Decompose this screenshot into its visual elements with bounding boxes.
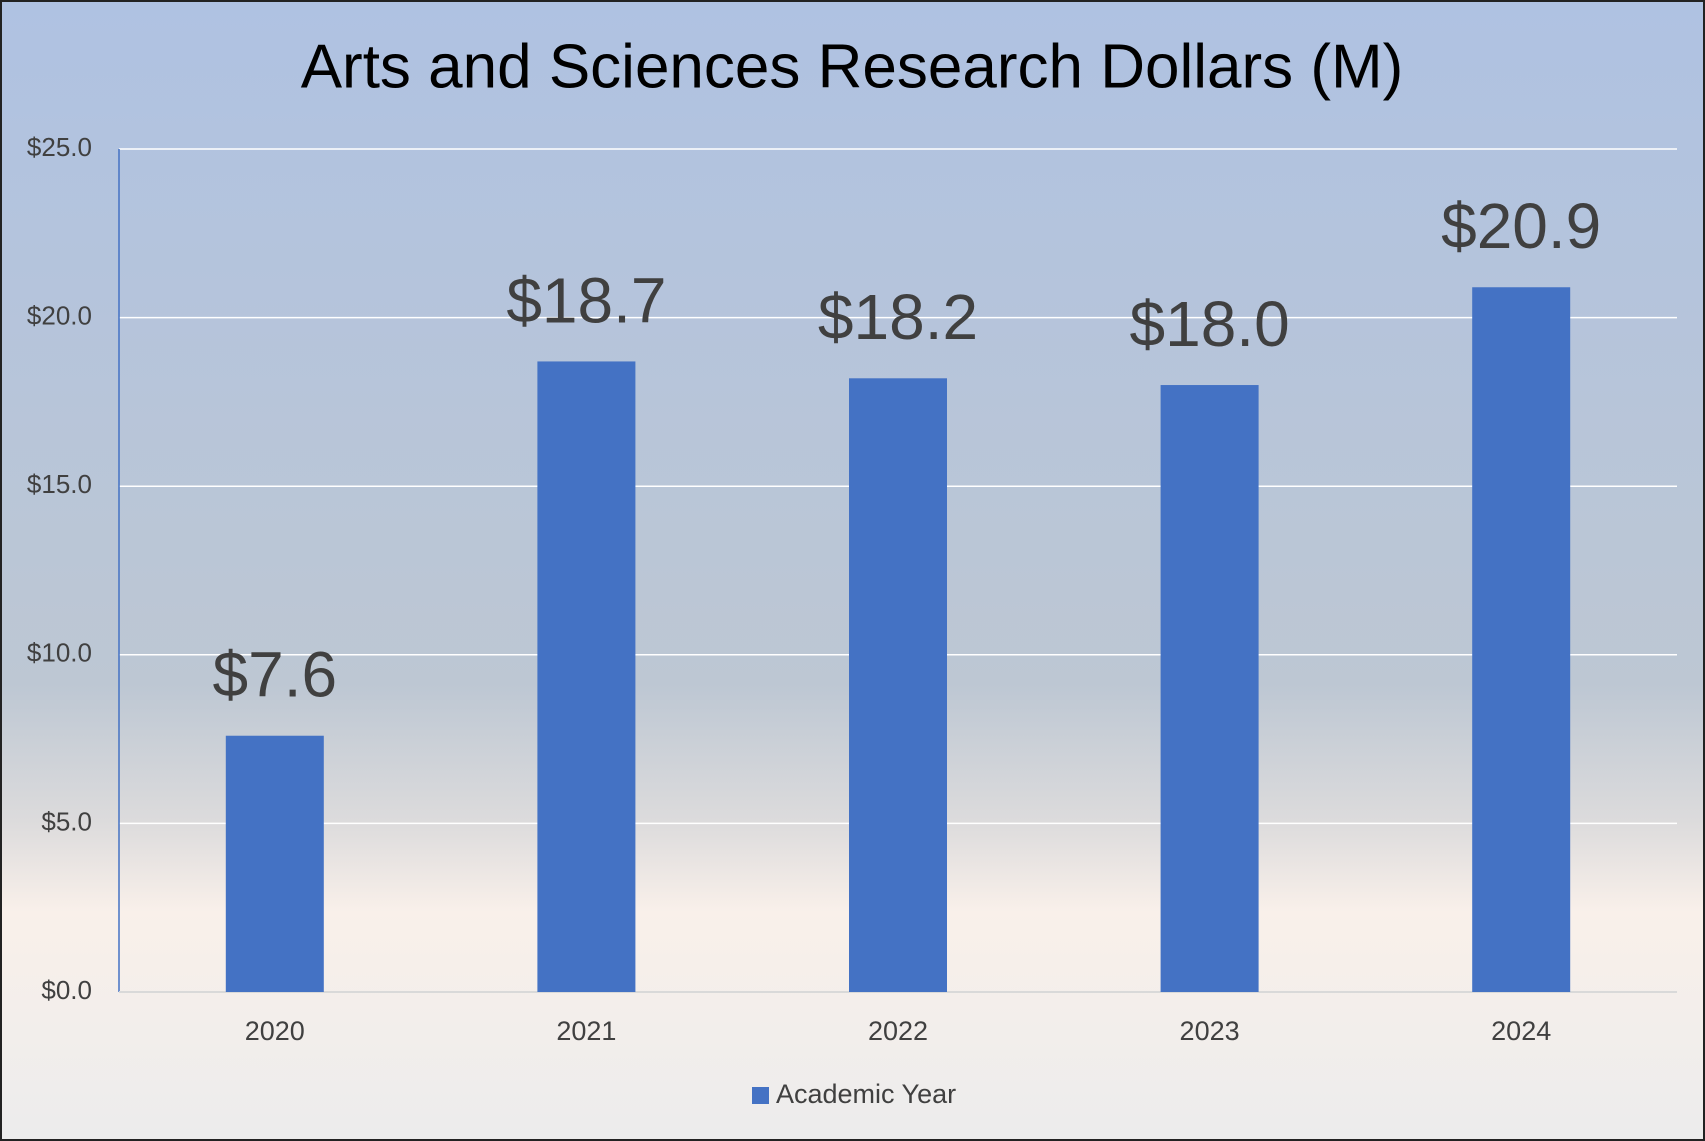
data-label: $20.9 — [1441, 190, 1601, 262]
chart-title: Arts and Sciences Research Dollars (M) — [301, 32, 1404, 101]
bar — [537, 361, 636, 992]
x-tick-label: 2024 — [1491, 1016, 1551, 1046]
bar — [849, 378, 947, 992]
x-tick-label: 2023 — [1180, 1016, 1240, 1046]
y-tick-label: $5.0 — [41, 806, 92, 836]
legend-label: Academic Year — [776, 1079, 956, 1109]
bar — [225, 735, 324, 992]
y-tick-label: $10.0 — [27, 638, 92, 668]
x-tick-label: 2021 — [556, 1016, 616, 1046]
y-tick-label: $20.0 — [27, 300, 92, 330]
y-tick-label: $15.0 — [27, 469, 92, 499]
x-tick-label: 2020 — [245, 1016, 305, 1046]
data-label: $7.6 — [213, 639, 338, 711]
x-tick-label: 2022 — [868, 1016, 928, 1046]
data-label: $18.0 — [1130, 288, 1290, 360]
data-label: $18.2 — [818, 281, 978, 353]
y-tick-label: $0.0 — [41, 975, 92, 1005]
bar — [1160, 385, 1259, 992]
legend-swatch — [752, 1087, 769, 1104]
bar — [1472, 287, 1571, 992]
data-label: $18.7 — [506, 264, 666, 336]
y-tick-label: $25.0 — [27, 132, 92, 162]
